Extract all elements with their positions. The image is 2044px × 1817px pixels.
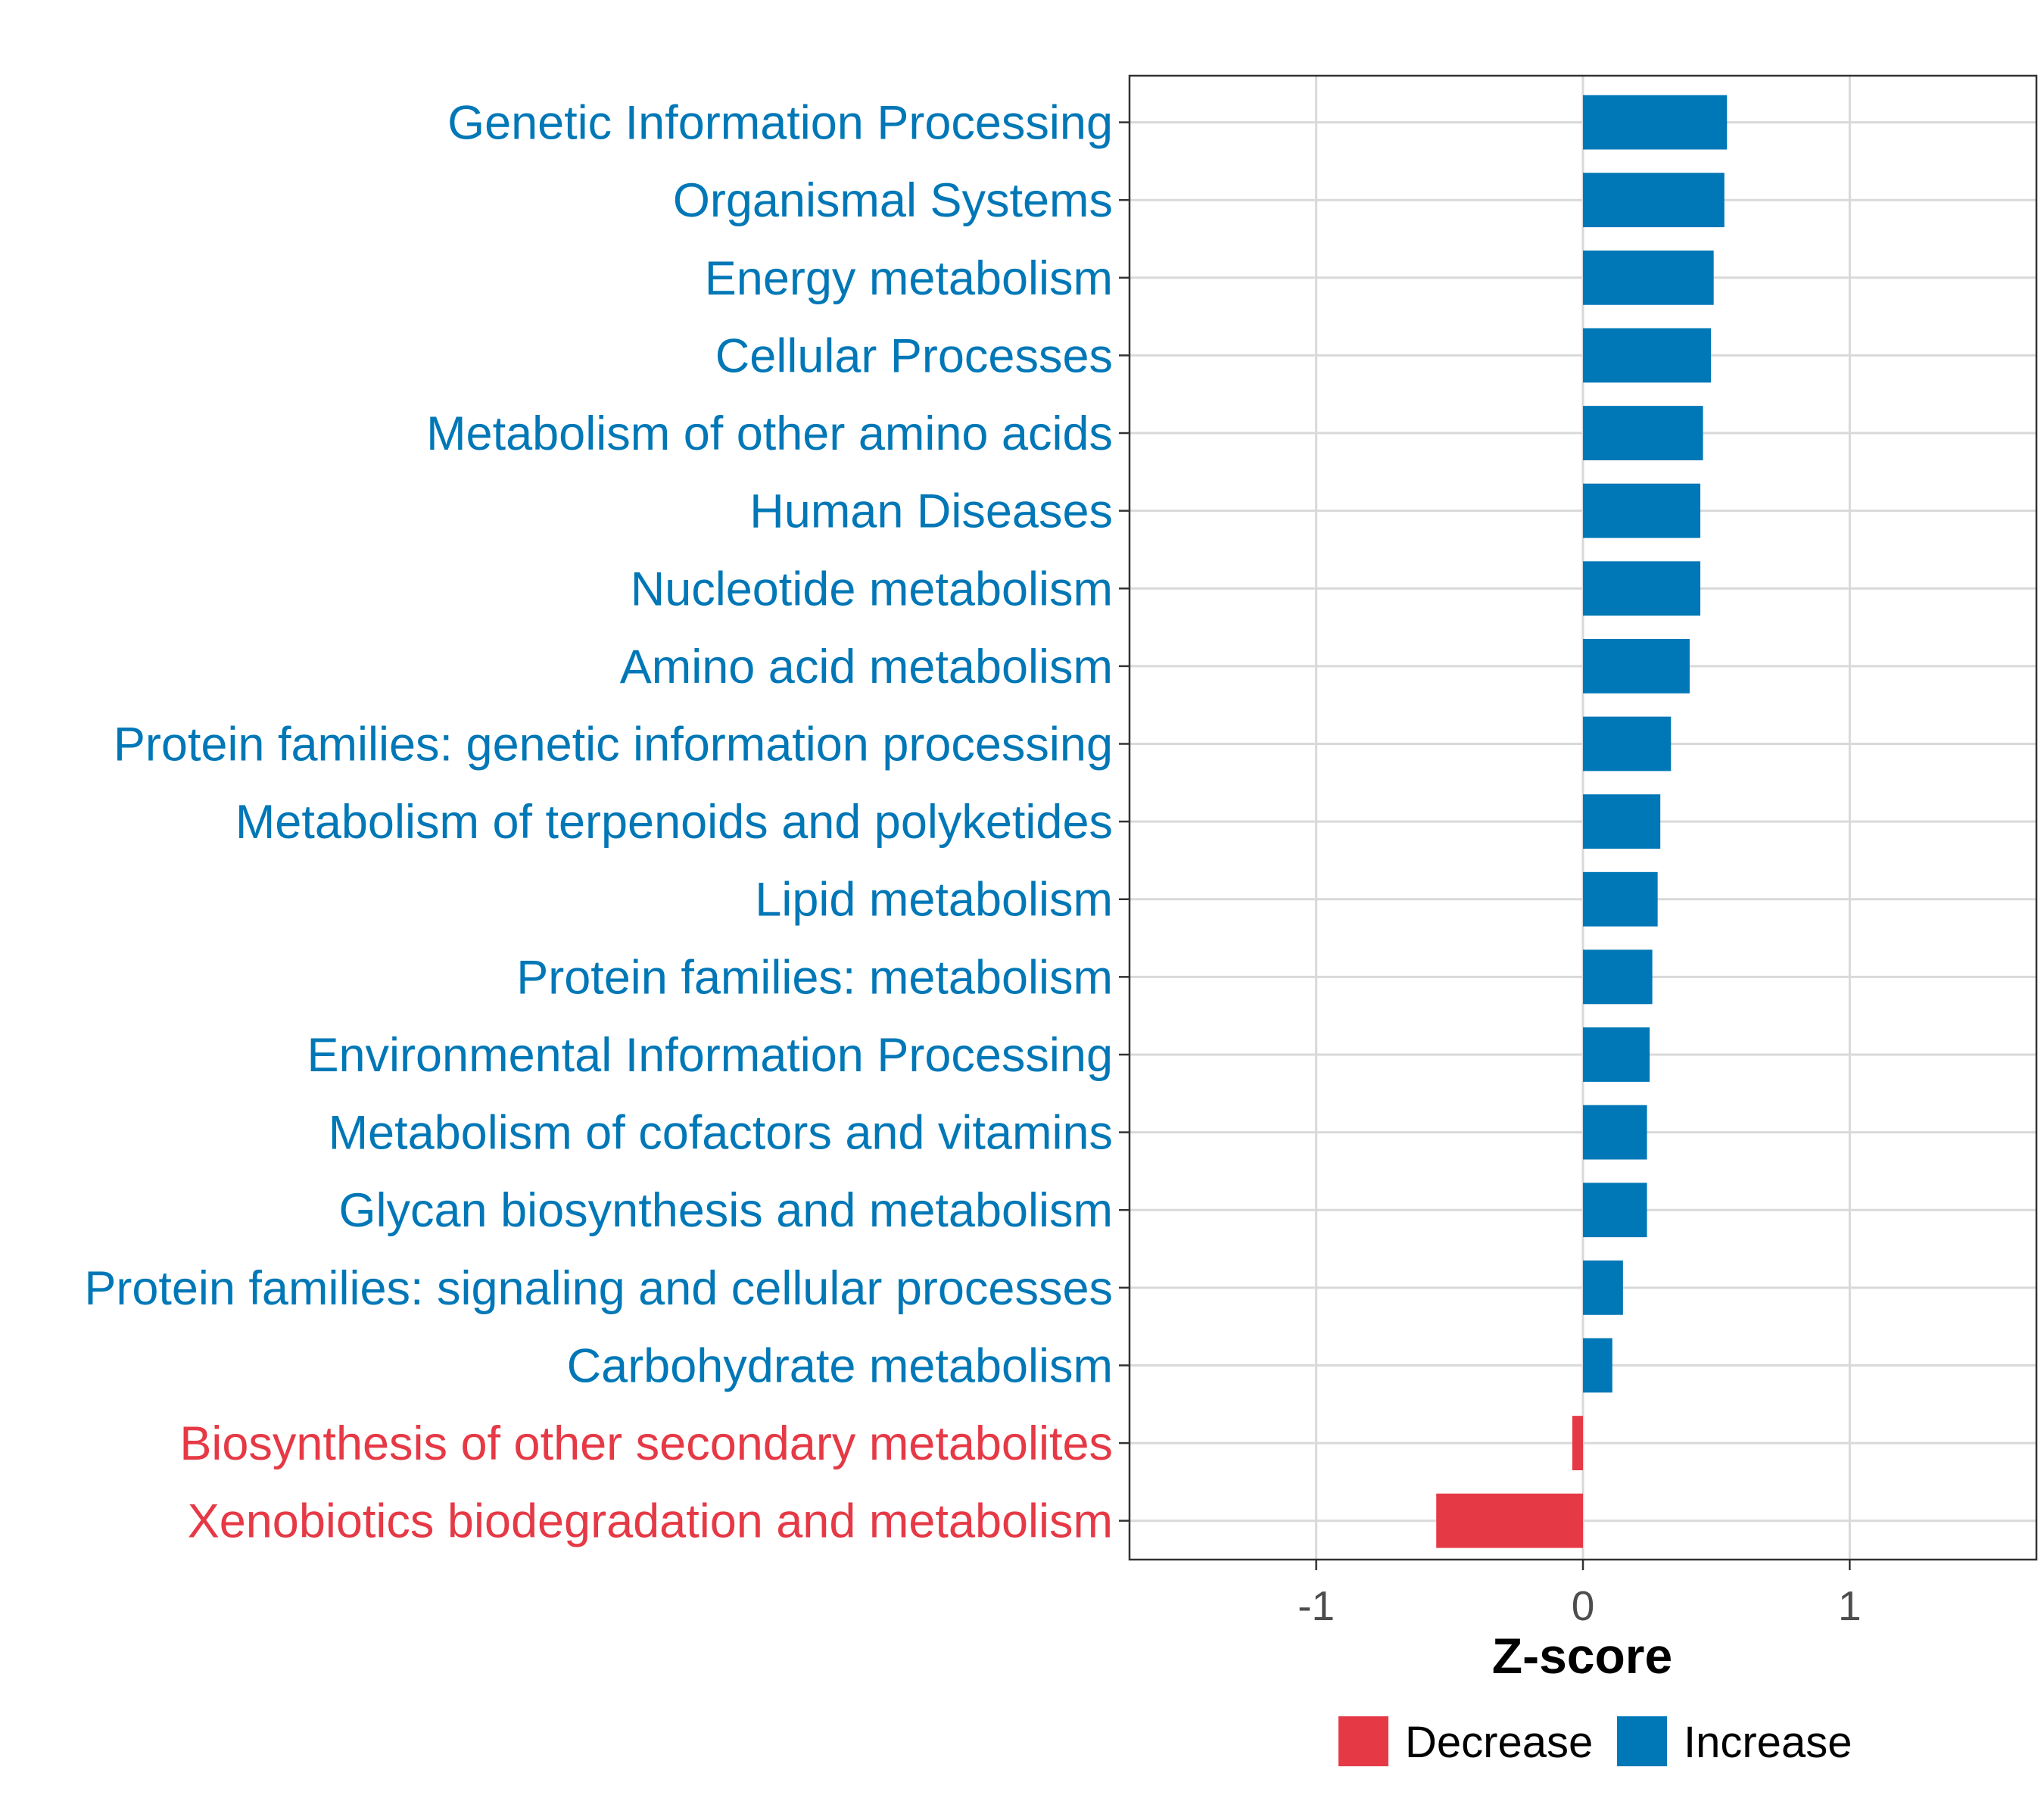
legend: Decrease Increase — [1338, 1716, 1852, 1767]
legend-swatch — [1338, 1716, 1388, 1766]
y-axis-labels: Genetic Information Processing Organismal… — [84, 97, 1113, 1548]
bar — [1583, 949, 1653, 1005]
category-label: Metabolism of cofactors and vitamins — [329, 1107, 1113, 1160]
bar — [1583, 1338, 1612, 1393]
category-label: Organismal Systems — [673, 174, 1113, 227]
legend-label: Decrease — [1405, 1718, 1593, 1767]
bar — [1583, 1105, 1647, 1160]
bar — [1583, 561, 1701, 616]
x-tick-label: -1 — [1298, 1582, 1335, 1629]
category-label: Glycan biosynthesis and metabolism — [339, 1184, 1114, 1237]
category-label: Protein families: genetic information pr… — [114, 718, 1113, 771]
category-label: Metabolism of other amino acids — [426, 407, 1113, 460]
bar — [1583, 1260, 1623, 1315]
category-label: Genetic Information Processing — [447, 97, 1113, 150]
y-axis-ticks — [1119, 121, 1129, 1522]
bar — [1583, 250, 1714, 305]
category-label: Human Diseases — [749, 485, 1113, 538]
category-label: Cellular Processes — [715, 329, 1113, 382]
category-label: Protein families: metabolism — [516, 951, 1113, 1004]
bar — [1583, 1027, 1650, 1082]
category-label: Lipid metabolism — [755, 874, 1113, 927]
bar — [1583, 483, 1701, 538]
category-label: Carbohydrate metabolism — [567, 1339, 1113, 1392]
category-label: Environmental Information Processing — [307, 1029, 1113, 1082]
category-label: Energy metabolism — [705, 252, 1113, 305]
bar — [1583, 1183, 1647, 1238]
x-tick-label: 1 — [1838, 1582, 1862, 1629]
category-label: Nucleotide metabolism — [631, 563, 1113, 616]
bar — [1583, 328, 1712, 383]
category-label: Protein families: signaling and cellular… — [84, 1262, 1113, 1315]
legend-label: Increase — [1684, 1718, 1852, 1767]
bar — [1583, 173, 1725, 228]
category-label: Metabolism of terpenoids and polyketides — [235, 796, 1113, 849]
category-label: Biosynthesis of other secondary metaboli… — [179, 1417, 1113, 1470]
category-label: Amino acid metabolism — [620, 640, 1113, 693]
bars — [1436, 95, 1728, 1548]
x-axis-title: Z-score — [1492, 1628, 1672, 1684]
bar — [1583, 406, 1703, 460]
bar — [1583, 794, 1661, 849]
bar — [1572, 1416, 1583, 1470]
bar — [1583, 871, 1658, 927]
legend-swatch — [1617, 1716, 1667, 1766]
category-label: Xenobiotics biodegradation and metabolis… — [188, 1495, 1113, 1548]
bar — [1583, 638, 1690, 693]
x-axis-ticks: -1 0 1 — [1298, 1560, 1862, 1629]
bar — [1583, 95, 1728, 150]
bar — [1583, 716, 1672, 771]
x-tick-label: 0 — [1572, 1582, 1595, 1629]
bar — [1436, 1493, 1583, 1548]
